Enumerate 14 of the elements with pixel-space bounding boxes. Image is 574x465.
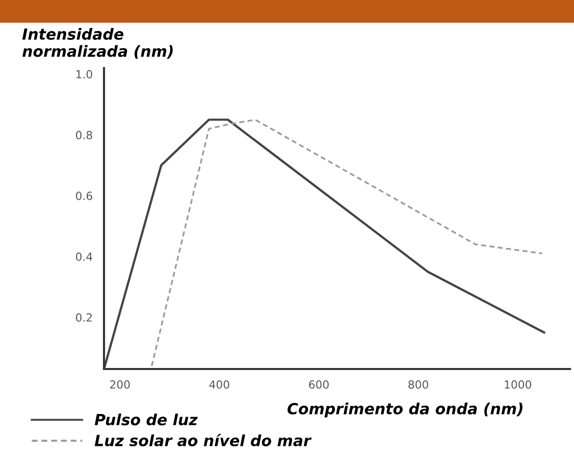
- y-tick-label: 0.8: [76, 130, 92, 140]
- x-tick-label: 1000: [504, 380, 532, 389]
- x-tick-label: 800: [408, 380, 428, 389]
- legend-label: Luz solar ao nível do mar: [94, 434, 312, 446]
- y-tick-label: 0.2: [76, 313, 92, 322]
- legend-label: Pulso de luz: [94, 414, 198, 426]
- x-tick-label: 600: [309, 380, 329, 389]
- y-tick-label: 0.6: [76, 192, 92, 200]
- x-tick-label: 200: [110, 380, 130, 389]
- y-tick-label: 0.4: [76, 252, 92, 261]
- y-tick-label: 1.0: [76, 70, 92, 78]
- x-axis-title: Comprimento da onda (nm): [288, 402, 522, 418]
- y-axis-title: Intensidade normalizada (nm): [22, 28, 173, 59]
- x-tick-label: 400: [209, 380, 230, 389]
